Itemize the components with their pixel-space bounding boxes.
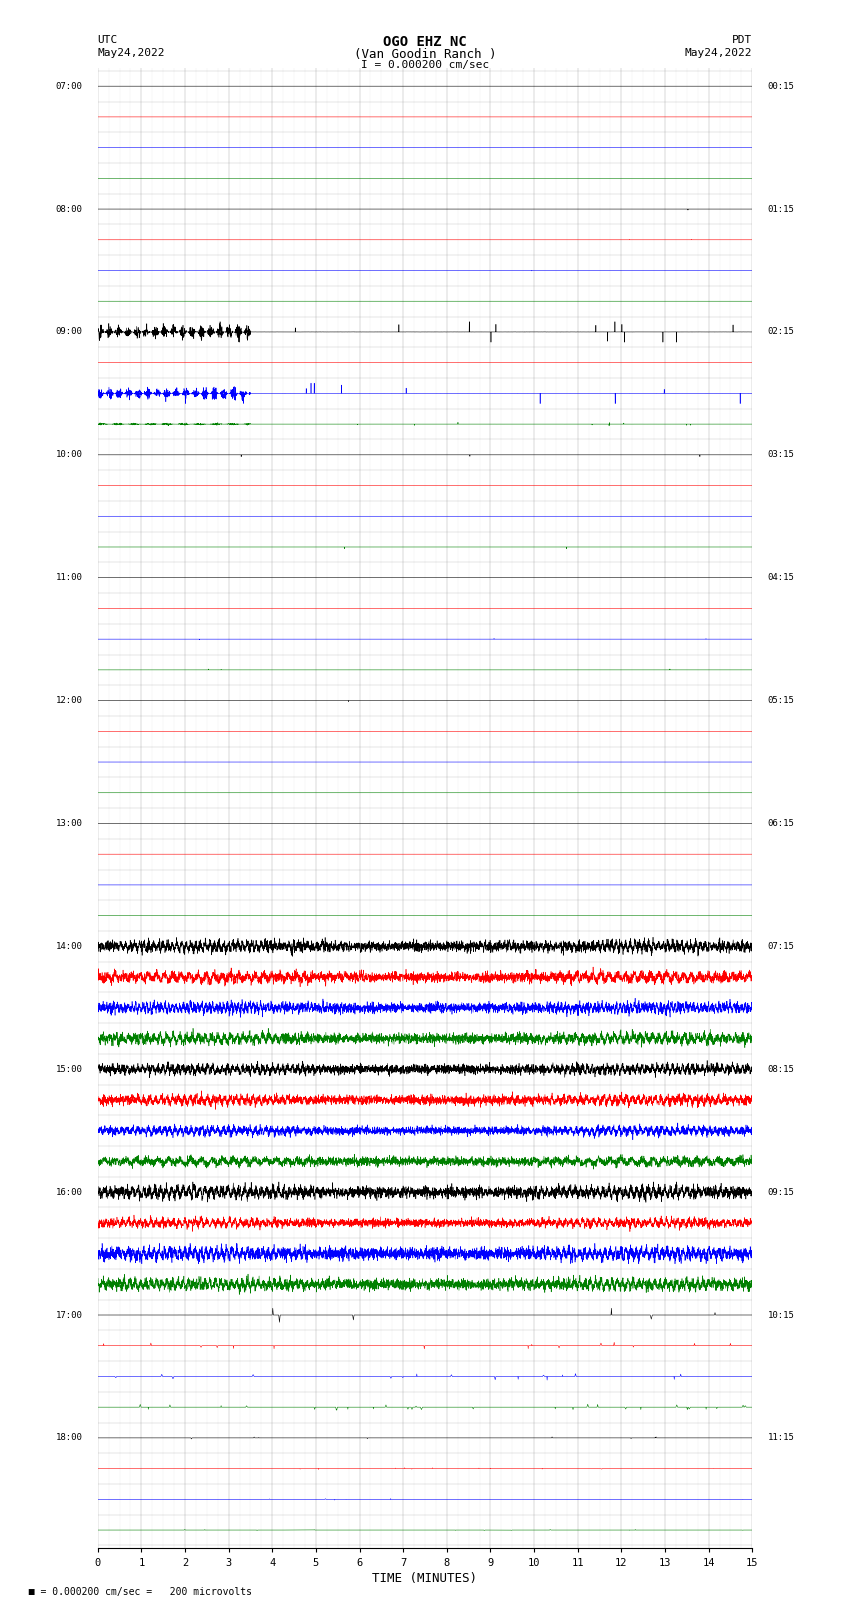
Text: 09:15: 09:15 [768,1187,795,1197]
Text: 00:15: 00:15 [768,82,795,90]
Text: 03:15: 03:15 [768,450,795,460]
Text: ■ = 0.000200 cm/sec =   200 microvolts: ■ = 0.000200 cm/sec = 200 microvolts [17,1587,252,1597]
Text: 13:00: 13:00 [55,819,82,827]
Text: 11:00: 11:00 [55,573,82,582]
Text: May24,2022: May24,2022 [685,48,752,58]
Text: 12:00: 12:00 [55,697,82,705]
Text: 10:15: 10:15 [768,1310,795,1319]
Text: 05:15: 05:15 [768,697,795,705]
Text: (Van Goodin Ranch ): (Van Goodin Ranch ) [354,48,496,61]
Text: 06:15: 06:15 [768,819,795,827]
Text: 07:15: 07:15 [768,942,795,950]
Text: UTC: UTC [98,35,118,45]
Text: 01:15: 01:15 [768,205,795,213]
Text: 02:15: 02:15 [768,327,795,337]
Text: I = 0.000200 cm/sec: I = 0.000200 cm/sec [361,60,489,69]
Text: 08:15: 08:15 [768,1065,795,1074]
Text: 15:00: 15:00 [55,1065,82,1074]
Text: 07:00: 07:00 [55,82,82,90]
Text: OGO EHZ NC: OGO EHZ NC [383,35,467,50]
Text: 11:15: 11:15 [768,1434,795,1442]
X-axis label: TIME (MINUTES): TIME (MINUTES) [372,1571,478,1584]
Text: 04:15: 04:15 [768,573,795,582]
Text: 14:00: 14:00 [55,942,82,950]
Text: PDT: PDT [732,35,752,45]
Text: May24,2022: May24,2022 [98,48,165,58]
Text: 18:00: 18:00 [55,1434,82,1442]
Text: 16:00: 16:00 [55,1187,82,1197]
Text: 08:00: 08:00 [55,205,82,213]
Text: 17:00: 17:00 [55,1310,82,1319]
Text: 09:00: 09:00 [55,327,82,337]
Text: 10:00: 10:00 [55,450,82,460]
